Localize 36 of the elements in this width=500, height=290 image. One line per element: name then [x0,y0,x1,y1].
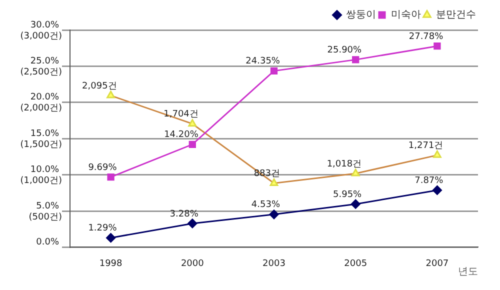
y-tick-label: 20.0% [30,92,60,103]
x-axis-title: 년도 [458,266,478,278]
y-tick-label: 10.0% [30,165,60,176]
data-label: 1,271건 [408,141,444,152]
data-label: 3.28% [170,209,199,220]
legend-label: 미숙아 [391,10,421,21]
data-label: 2,095건 [82,81,117,92]
x-tick-label: 2000 [180,258,204,269]
y-tick-label: 15.0% [30,128,60,139]
y-tick-label: 25.0% [30,56,60,67]
legend-label: 쌍둥이 [346,10,376,21]
data-label: 4.53% [251,200,280,210]
y-tick-label: 5.0% [36,201,60,212]
y-tick-label: 0.0% [36,238,60,248]
y2-tick-label: (500건) [28,212,62,222]
x-tick-label: 2003 [262,258,286,269]
y2-tick-label: (1,500건) [20,140,62,150]
data-label: 5.95% [333,190,362,200]
data-label: 1,704건 [164,110,198,120]
data-label: 27.78% [408,32,444,42]
data-label: 1.29% [88,224,118,234]
y-tick-label: 30.0% [30,20,60,30]
data-label: 9.69% [88,162,118,173]
data-label: 1,018건 [326,159,362,170]
legend-label: 분만건수 [436,10,476,21]
x-tick-label: 2007 [426,258,449,269]
data-label: 24.35% [246,56,280,67]
data-label: 25.90% [327,46,362,56]
y2-tick-label: (2,000건) [20,104,62,114]
y2-tick-label: (1,000건) [20,176,62,186]
data-label: 7.87% [414,176,444,186]
y2-tick-label: (2,500건) [20,68,62,78]
data-label: 14.20% [164,130,199,140]
y2-tick-label: (3,000건) [20,31,62,42]
x-tick-label: 1998 [99,258,123,269]
x-tick-label: 2005 [344,258,368,269]
